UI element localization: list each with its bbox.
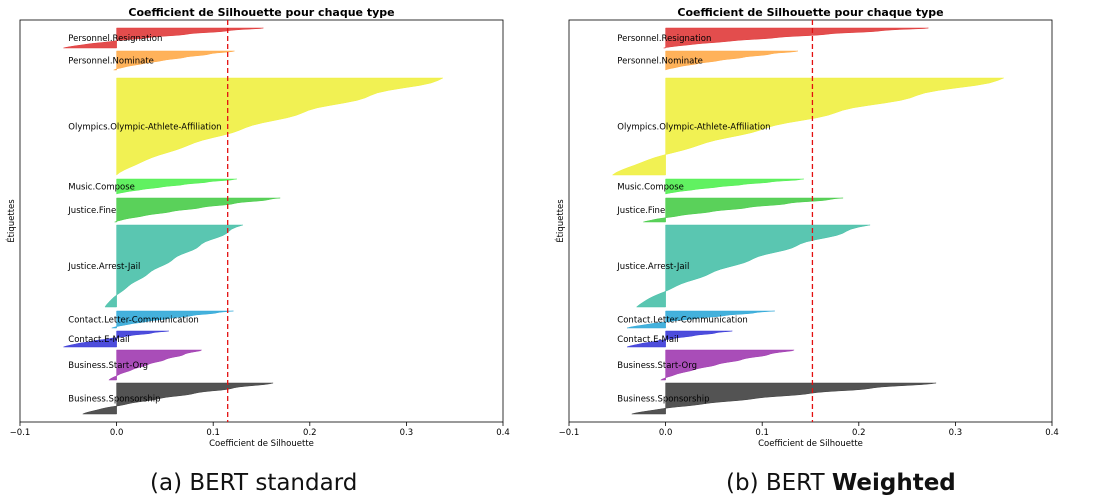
cluster-label: Justice.Fine [67, 206, 116, 216]
cluster-label: Contact.E-Mail [617, 335, 678, 345]
x-tick-label: 0.1 [755, 428, 769, 438]
caption-bert-weighted: (b) BERT Weighted [726, 470, 956, 496]
x-tick-label: 0.0 [110, 428, 124, 438]
caption-bert-standard: (a) BERT standard [150, 470, 357, 496]
x-tick-label: 0.0 [659, 428, 673, 438]
cluster-fill-personnel-nominate [113, 50, 235, 71]
cluster-label: Contact.E-Mail [68, 335, 129, 345]
cluster-label: Music.Compose [68, 183, 135, 193]
cluster-fill-justice-arrest-jail [635, 224, 871, 308]
cluster-label: Contact.Letter-Communication [617, 316, 748, 326]
cluster-fill-olympics-olympic-athlete-affiliation [611, 77, 1004, 176]
cluster-fill-personnel-resignation [663, 27, 929, 49]
x-axis-label: Coefficient de Silhouette [758, 439, 863, 449]
cluster-fill-contact-e-mail [63, 330, 169, 348]
cluster-label: Personnel.Resignation [68, 34, 162, 44]
cluster-label: Personnel.Nominate [68, 57, 154, 67]
cluster-label: Music.Compose [617, 183, 684, 193]
cluster-label: Justice.Arrest-Jail [67, 262, 140, 272]
silhouette-chart-bert-weighted: Coefficient de Silhouette pour chaque ty… [554, 6, 1059, 449]
cluster-fill-business-start-org [659, 349, 795, 381]
silhouette-chart-bert-standard: Coefficient de Silhouette pour chaque ty… [5, 6, 510, 449]
cluster-label: Business.Start-Org [68, 361, 148, 371]
x-tick-label: 0.2 [852, 428, 866, 438]
caption-text: (b) BERT [726, 470, 832, 496]
cluster-label: Business.Sponsorship [68, 395, 160, 405]
cluster-fill-business-sponsorship [631, 382, 937, 415]
cluster-fill-justice-arrest-jail [104, 224, 243, 308]
cluster-fill-business-sponsorship [82, 382, 274, 415]
x-tick-label: 0.4 [1045, 428, 1059, 438]
cluster-fill-olympics-olympic-athlete-affiliation [116, 77, 444, 176]
cluster-fill-music-compose [116, 178, 237, 195]
caption-bold: Weighted [831, 470, 956, 496]
x-tick-label: 0.2 [303, 428, 317, 438]
cluster-fill-personnel-resignation [63, 27, 264, 49]
cluster-label: Personnel.Nominate [617, 57, 703, 67]
cluster-fill-contact-letter-communication [626, 310, 775, 329]
cluster-fill-business-start-org [108, 349, 203, 381]
cluster-fill-contact-e-mail [626, 330, 733, 348]
x-tick-label: −0.1 [10, 428, 31, 438]
cluster-fill-personnel-nominate [665, 50, 798, 71]
y-axis-label: Étiquettes [5, 199, 17, 243]
cluster-label: Personnel.Resignation [617, 34, 711, 44]
x-tick-label: −0.1 [559, 428, 580, 438]
cluster-fill-music-compose [665, 178, 804, 195]
cluster-label: Business.Start-Org [617, 361, 697, 371]
x-tick-label: 0.4 [496, 428, 510, 438]
chart-title: Coefficient de Silhouette pour chaque ty… [677, 6, 943, 19]
x-tick-label: 0.3 [400, 428, 414, 438]
cluster-label: Olympics.Olympic-Athlete-Affiliation [617, 123, 770, 133]
x-tick-label: 0.3 [949, 428, 963, 438]
x-tick-label: 0.1 [206, 428, 220, 438]
cluster-fill-justice-fine [643, 197, 844, 223]
cluster-label: Justice.Fine [616, 206, 665, 216]
cluster-label: Justice.Arrest-Jail [616, 262, 689, 272]
cluster-label: Olympics.Olympic-Athlete-Affiliation [68, 123, 221, 133]
x-axis-label: Coefficient de Silhouette [209, 439, 314, 449]
cluster-label: Contact.Letter-Communication [68, 316, 199, 326]
plot-frame [19, 19, 504, 423]
cluster-fill-justice-fine [114, 197, 281, 223]
caption-text: (a) BERT standard [150, 470, 358, 496]
chart-title: Coefficient de Silhouette pour chaque ty… [128, 6, 394, 19]
cluster-label: Business.Sponsorship [617, 395, 709, 405]
cluster-fill-contact-letter-communication [111, 310, 234, 329]
plot-frame [568, 19, 1053, 423]
y-axis-label: Étiquettes [554, 199, 566, 243]
